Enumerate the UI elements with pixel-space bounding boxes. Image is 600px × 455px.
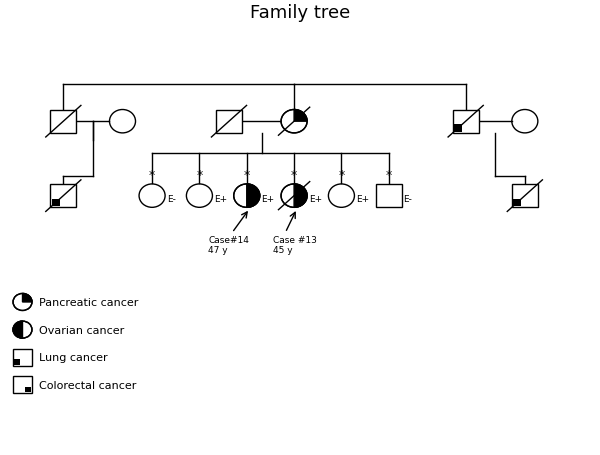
Bar (13, 349, 32, 366)
Text: E+: E+ (356, 194, 370, 203)
Circle shape (281, 185, 307, 208)
Bar (52, 199, 60, 207)
Text: *: * (291, 168, 297, 182)
Bar (50, 110, 76, 134)
Circle shape (13, 294, 32, 311)
Bar (50, 185, 76, 208)
Bar (376, 185, 402, 208)
Bar (216, 110, 242, 134)
Polygon shape (247, 185, 260, 208)
Bar (513, 199, 521, 207)
Polygon shape (13, 321, 23, 339)
Circle shape (234, 185, 260, 208)
Circle shape (13, 321, 32, 339)
Polygon shape (294, 185, 307, 208)
Title: Family tree: Family tree (250, 4, 350, 22)
Bar (14, 359, 20, 365)
Text: *: * (338, 168, 344, 182)
Text: *: * (244, 168, 250, 182)
Text: Case #13
45 y: Case #13 45 y (274, 235, 317, 255)
Text: E-: E- (404, 194, 412, 203)
Polygon shape (23, 294, 32, 302)
Text: E+: E+ (214, 194, 227, 203)
Text: Case#14
47 y: Case#14 47 y (208, 235, 249, 255)
Text: Pancreatic cancer: Pancreatic cancer (39, 297, 139, 307)
Text: Ovarian cancer: Ovarian cancer (39, 325, 124, 335)
Text: E-: E- (167, 194, 176, 203)
Circle shape (281, 110, 307, 134)
Text: *: * (149, 168, 155, 182)
Text: Lung cancer: Lung cancer (39, 353, 108, 363)
Text: *: * (196, 168, 203, 182)
Bar (454, 125, 462, 132)
Bar (512, 185, 538, 208)
Bar (452, 110, 479, 134)
Text: E+: E+ (309, 194, 322, 203)
Text: *: * (386, 168, 392, 182)
Polygon shape (294, 110, 307, 122)
Text: E+: E+ (262, 194, 275, 203)
Text: Colorectal cancer: Colorectal cancer (39, 380, 136, 390)
Bar (13, 377, 32, 394)
Bar (25, 387, 31, 393)
